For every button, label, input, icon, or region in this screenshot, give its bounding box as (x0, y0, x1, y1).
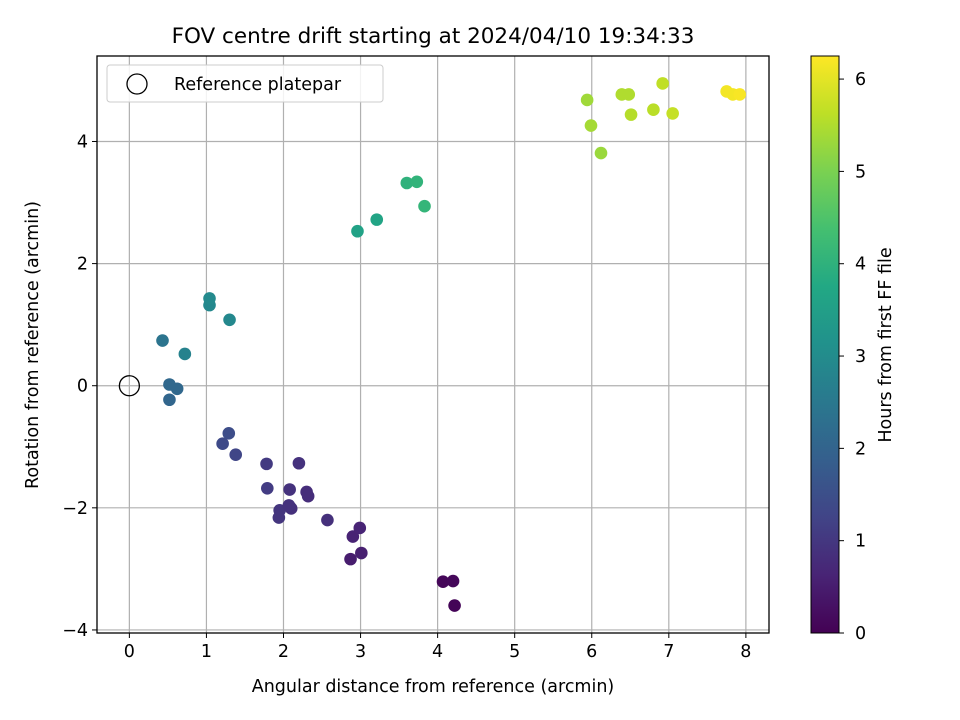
colorbar-tick-label: 2 (855, 439, 866, 459)
data-point (351, 224, 364, 238)
data-point (222, 427, 236, 440)
data-point (163, 393, 176, 407)
data-point (260, 457, 273, 471)
data-point (580, 93, 594, 107)
colorbar: 0 1 2 3 4 5 6 Hours from first FF file (810, 55, 896, 644)
colorbar-tick-label: 3 (855, 347, 866, 367)
x-axis-label: Angular distance from reference (arcmin) (252, 677, 615, 697)
data-point (261, 481, 274, 495)
data-point (156, 334, 169, 347)
colorbar-tick-label: 1 (855, 532, 866, 552)
data-point (346, 530, 360, 543)
chart-title: FOV centre drift starting at 2024/04/10 … (172, 24, 695, 49)
y-axis-ticks: −4 −2 0 2 4 (62, 132, 97, 641)
data-point (656, 77, 669, 90)
y-tick-label: −2 (62, 499, 88, 519)
colorbar-tick-label: 5 (855, 162, 866, 182)
data-point (178, 347, 192, 361)
data-point (273, 503, 286, 517)
data-point (624, 108, 638, 121)
y-axis-label: Rotation from reference (arcmin) (23, 201, 43, 489)
data-point (292, 456, 306, 470)
data-point (344, 552, 357, 566)
data-point (410, 175, 424, 189)
data-point (300, 485, 313, 499)
reference-open-circle-icon (118, 375, 141, 397)
y-tick-label: 0 (77, 377, 88, 397)
x-tick-label: 1 (201, 642, 212, 662)
data-point (448, 599, 461, 612)
reference-marker (118, 375, 141, 397)
data-point (666, 107, 679, 120)
legend-box (106, 64, 384, 103)
data-point (355, 546, 368, 560)
data-points (156, 77, 747, 612)
x-tick-label: 8 (740, 642, 751, 662)
x-axis-ticks: 0 1 2 3 4 5 6 7 8 (124, 633, 751, 662)
legend-label: Reference platepar (174, 75, 342, 95)
colorbar-ticks: 0 1 2 3 4 5 6 (839, 70, 866, 644)
data-point (163, 378, 176, 391)
legend: Reference platepar (106, 64, 384, 103)
y-tick-label: 2 (77, 255, 88, 275)
legend-open-circle-icon (126, 73, 148, 95)
data-point (584, 119, 598, 132)
data-point (622, 88, 636, 101)
data-point (203, 292, 216, 305)
x-tick-label: 4 (432, 642, 443, 662)
data-point (321, 513, 334, 527)
data-point (594, 146, 608, 160)
x-tick-label: 5 (509, 642, 520, 662)
colorbar-tick-label: 4 (855, 255, 866, 275)
data-point (216, 437, 229, 451)
data-point (370, 213, 384, 226)
colorbar-gradient (810, 55, 840, 634)
colorbar-label: Hours from first FF file (876, 247, 896, 442)
data-point (282, 499, 296, 512)
x-tick-label: 6 (586, 642, 597, 662)
y-tick-label: −4 (62, 621, 88, 641)
y-tick-label: 4 (77, 132, 88, 152)
grid-lines (97, 56, 769, 633)
x-tick-label: 7 (663, 642, 674, 662)
data-point (223, 313, 236, 327)
data-point (229, 448, 243, 462)
colorbar-tick-label: 0 (855, 624, 866, 644)
data-point (418, 199, 431, 213)
data-point (436, 575, 450, 589)
x-tick-label: 0 (124, 642, 135, 662)
x-tick-label: 3 (355, 642, 366, 662)
x-tick-label: 2 (278, 642, 289, 662)
data-point (446, 574, 460, 588)
colorbar-tick-label: 6 (855, 70, 866, 90)
data-point (400, 176, 414, 190)
data-point (283, 483, 296, 496)
data-point (733, 88, 747, 101)
data-point (647, 103, 660, 117)
plot-frame (96, 55, 770, 634)
data-point (353, 521, 367, 535)
